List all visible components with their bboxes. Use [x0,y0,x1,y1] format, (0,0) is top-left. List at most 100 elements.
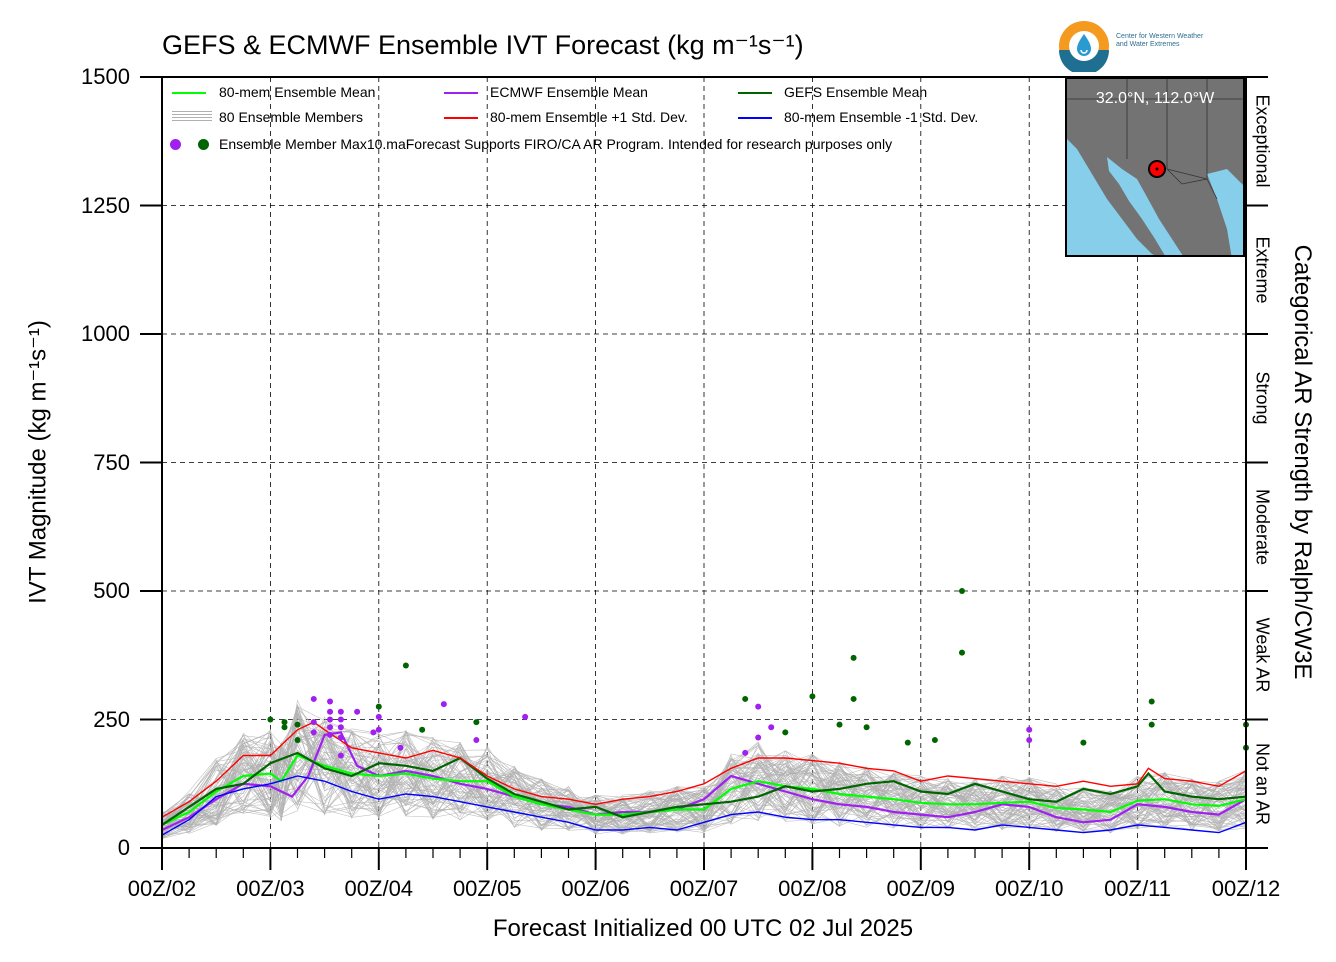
chart-title: GEFS & ECMWF Ensemble IVT Forecast (kg m… [162,30,804,60]
member-max-dot-gefs [782,729,789,736]
legend-dot-gefs [198,139,209,150]
ensemble-member-line [161,734,1247,832]
member-max-dot-gefs [809,693,816,700]
right-axis-label: Categorical AR Strength by Ralph/CW3E [1289,244,1316,680]
ensemble-member-line [161,723,1247,832]
ar-category-label: Extreme [1252,236,1273,304]
member-max-dot-gefs [1148,698,1155,705]
legend-gefs: GEFS Ensemble Mean [784,84,928,100]
logo-text-line2: and Water Extremes [1116,41,1180,48]
member-max-dot-ecmwf [397,744,404,751]
series-line-2 [161,751,1247,826]
ar-category-label: Exceptional [1252,94,1273,188]
member-max-dot-gefs [836,721,843,728]
ensemble-member-line [161,720,1247,834]
x-tick-label: 00Z/08 [778,876,847,901]
legend-mean80: 80-mem Ensemble Mean [219,84,376,100]
member-max-dot-gefs [850,654,857,661]
y-tick-label: 1000 [81,321,130,346]
x-tick-label: 00Z/07 [669,876,739,901]
ensemble-member-line [161,726,1247,832]
x-tick-label: 00Z/06 [561,876,630,901]
legend-swatch-gefs [738,92,772,94]
legend-minus1: 80-mem Ensemble -1 Std. Dev. [784,109,979,125]
member-max-dot-ecmwf [337,708,344,715]
member-max-dot-gefs [931,737,938,744]
member-max-dot-ecmwf [354,708,361,715]
member-max-dot-ecmwf [310,719,317,726]
ensemble-member-line [161,726,1247,828]
y-tick-label: 0 [117,835,130,860]
legend-swatch-members [172,111,212,121]
logo-text: Center for Western Weather and Water Extr… [1116,33,1203,49]
member-max-dot-gefs [473,719,480,726]
inset-location-label: 32.0°N, 112.0°W [1095,90,1215,107]
member-max-dot-gefs [742,695,749,702]
ensemble-members [161,699,1247,839]
member-max-dot-ecmwf [1026,737,1033,744]
legend-swatch-ecmwf [444,92,478,94]
member-max-dot-ecmwf [755,734,762,741]
member-max-dot-gefs [1080,739,1087,746]
member-max-dot-gefs [1148,721,1155,728]
member-max-dot-ecmwf [370,729,377,736]
x-tick-label: 00Z/12 [1211,876,1281,901]
cw3e-logo-icon [1059,21,1109,72]
member-max-dot-ecmwf [327,708,334,715]
member-max-dot-gefs [294,737,301,744]
member-max-dot-gefs [267,716,274,723]
member-max-dot-ecmwf [327,731,334,738]
ar-category-label: Strong [1252,371,1273,425]
member-max-dot-ecmwf [755,703,762,710]
series-line-3 [161,721,1247,818]
series-line-4 [161,775,1247,836]
x-axis-label: Forecast Initialized 00 UTC 02 Jul 2025 [492,915,914,942]
y-tick-label: 250 [93,706,130,732]
legend-plus1: 80-mem Ensemble +1 Std. Dev. [490,109,688,125]
series-lines [161,721,1247,836]
member-max-dot-ecmwf [522,713,529,720]
member-max-dot-ecmwf [742,749,749,756]
member-max-dot-ecmwf [1026,726,1033,733]
legend-swatch-minus1 [738,117,772,119]
member-max-dot-ecmwf [327,724,334,731]
member-max-dot-ecmwf [310,695,317,702]
series-line-0 [161,754,1247,826]
legend-ecmwf: ECMWF Ensemble Mean [490,84,648,100]
x-tick-label: 00Z/05 [452,876,522,901]
member-max-dot-ecmwf [337,716,344,723]
member-max-dots [267,588,1249,759]
member-max-dot-ecmwf [375,726,382,733]
ar-category-label: Moderate [1252,488,1273,565]
member-max-dot-ecmwf [337,752,344,759]
x-tick-label: 00Z/02 [127,876,197,901]
member-max-dot-ecmwf [310,729,317,736]
member-max-dot-ecmwf [473,737,480,744]
member-max-dot-ecmwf [327,716,334,723]
y-tick-label: 1500 [81,64,130,89]
member-max-dot-gefs [863,724,870,731]
legend-max-label: Ensemble Member Max [219,136,367,152]
inset-map [1065,77,1245,257]
ar-category-label: Weak AR [1252,617,1273,693]
legend-note: Ensemble Member Max10.maForecast Support… [219,136,892,152]
member-max-dot-ecmwf [768,724,775,731]
legend-members: 80 Ensemble Members [219,109,363,125]
ensemble-member-line [161,730,1247,833]
member-max-dot-ecmwf [440,701,447,708]
y-tick-label: 500 [93,578,130,603]
member-max-dot-gefs [294,721,301,728]
member-max-dot-gefs [281,719,288,726]
legend-swatch-mean80 [172,92,206,94]
member-max-dot-ecmwf [327,698,334,705]
member-max-dot-gefs [958,649,965,656]
ensemble-member-line [161,706,1247,834]
ensemble-member-line [161,716,1247,831]
legend-swatch-plus1 [444,117,478,119]
x-tick-label: 00Z/10 [994,876,1064,901]
legend-note-text: 10.maForecast Supports FIRO/CA AR Progra… [366,136,893,152]
member-max-dot-gefs [375,703,382,710]
member-max-dot-ecmwf [337,734,344,741]
ensemble-member-line [161,711,1247,833]
